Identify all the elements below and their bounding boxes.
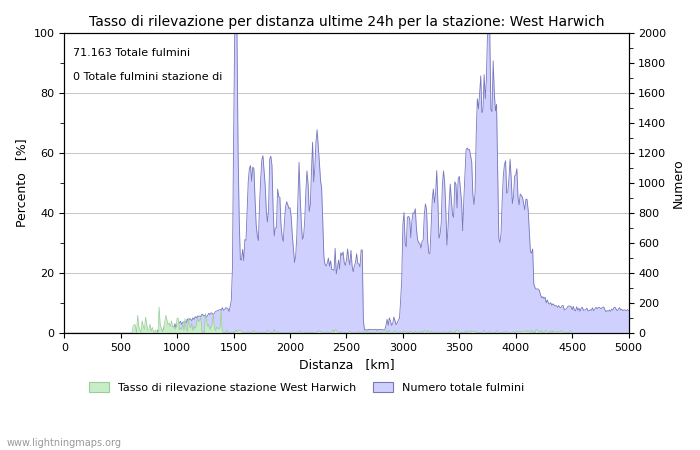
Text: www.lightningmaps.org: www.lightningmaps.org bbox=[7, 438, 122, 448]
Text: 71.163 Totale fulmini: 71.163 Totale fulmini bbox=[73, 48, 190, 58]
X-axis label: Distanza   [km]: Distanza [km] bbox=[299, 359, 394, 372]
Y-axis label: Numero: Numero bbox=[672, 158, 685, 208]
Text: 0 Totale fulmini stazione di: 0 Totale fulmini stazione di bbox=[73, 72, 222, 82]
Title: Tasso di rilevazione per distanza ultime 24h per la stazione: West Harwich: Tasso di rilevazione per distanza ultime… bbox=[89, 15, 604, 29]
Legend: Tasso di rilevazione stazione West Harwich, Numero totale fulmini: Tasso di rilevazione stazione West Harwi… bbox=[85, 378, 529, 397]
Y-axis label: Percento   [%]: Percento [%] bbox=[15, 139, 28, 227]
